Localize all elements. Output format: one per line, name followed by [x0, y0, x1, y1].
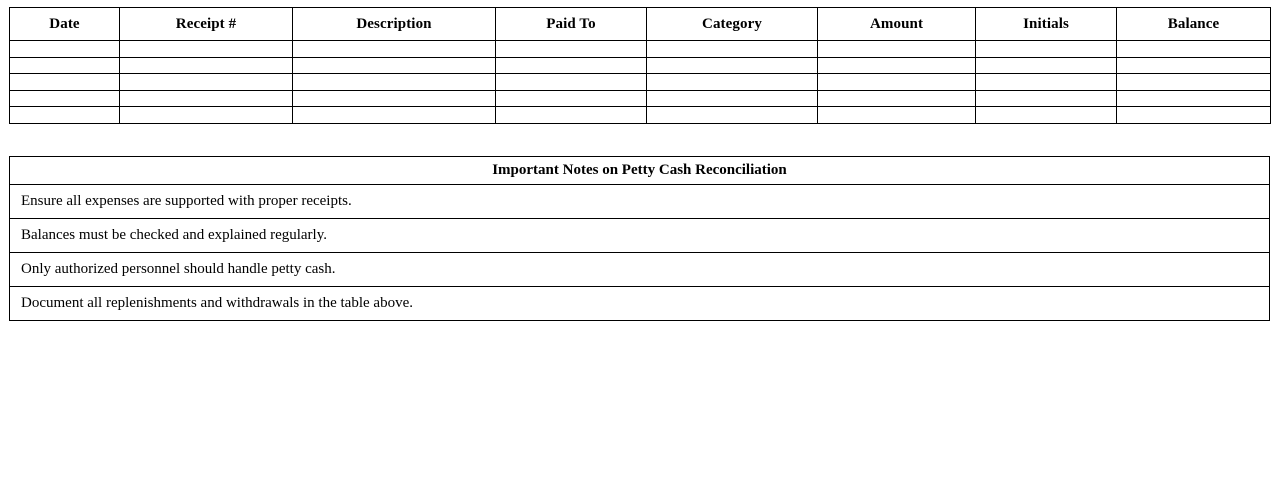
ledger-header-row: Date Receipt # Description Paid To Categ…	[9, 7, 1271, 41]
ledger-cell-description[interactable]	[292, 73, 496, 91]
ledger-cell-initials[interactable]	[975, 40, 1117, 58]
ledger-cell-description[interactable]	[292, 106, 496, 124]
ledger-cell-description[interactable]	[292, 89, 496, 107]
petty-cash-notes-table: Important Notes on Petty Cash Reconcilia…	[9, 156, 1270, 321]
notes-title-row: Important Notes on Petty Cash Reconcilia…	[9, 156, 1270, 185]
ledger-cell-category[interactable]	[646, 89, 818, 107]
ledger-cell-paid-to[interactable]	[495, 40, 647, 58]
ledger-cell-category[interactable]	[646, 73, 818, 91]
ledger-cell-initials[interactable]	[975, 89, 1117, 107]
notes-title: Important Notes on Petty Cash Reconcilia…	[9, 156, 1270, 185]
column-header-date: Date	[9, 7, 120, 41]
ledger-cell-description[interactable]	[292, 40, 496, 58]
ledger-cell-paid-to[interactable]	[495, 73, 647, 91]
ledger-cell-category[interactable]	[646, 40, 818, 58]
ledger-cell-receipt-number[interactable]	[119, 89, 293, 107]
ledger-cell-amount[interactable]	[817, 56, 976, 74]
ledger-cell-paid-to[interactable]	[495, 56, 647, 74]
petty-cash-notes-container: Important Notes on Petty Cash Reconcilia…	[9, 156, 1270, 321]
column-header-description: Description	[292, 7, 496, 41]
note-item-2: Balances must be checked and explained r…	[9, 218, 1270, 253]
column-header-balance: Balance	[1116, 7, 1271, 41]
note-item-1: Ensure all expenses are supported with p…	[9, 184, 1270, 219]
column-header-amount: Amount	[817, 7, 976, 41]
ledger-cell-date[interactable]	[9, 106, 120, 124]
column-header-receipt-number: Receipt #	[119, 7, 293, 41]
ledger-cell-receipt-number[interactable]	[119, 56, 293, 74]
ledger-cell-balance[interactable]	[1116, 40, 1271, 58]
ledger-cell-description[interactable]	[292, 56, 496, 74]
list-item: Balances must be checked and explained r…	[9, 218, 1270, 253]
ledger-cell-date[interactable]	[9, 40, 120, 58]
ledger-cell-paid-to[interactable]	[495, 89, 647, 107]
ledger-cell-receipt-number[interactable]	[119, 106, 293, 124]
petty-cash-ledger-table: Date Receipt # Description Paid To Categ…	[9, 7, 1271, 124]
ledger-cell-paid-to[interactable]	[495, 106, 647, 124]
table-row	[9, 89, 1271, 107]
list-item: Ensure all expenses are supported with p…	[9, 184, 1270, 219]
ledger-cell-category[interactable]	[646, 106, 818, 124]
ledger-cell-initials[interactable]	[975, 56, 1117, 74]
ledger-cell-receipt-number[interactable]	[119, 40, 293, 58]
column-header-category: Category	[646, 7, 818, 41]
ledger-cell-date[interactable]	[9, 56, 120, 74]
table-row	[9, 40, 1271, 58]
note-item-3: Only authorized personnel should handle …	[9, 252, 1270, 287]
ledger-cell-balance[interactable]	[1116, 106, 1271, 124]
ledger-cell-balance[interactable]	[1116, 56, 1271, 74]
ledger-cell-category[interactable]	[646, 56, 818, 74]
column-header-initials: Initials	[975, 7, 1117, 41]
note-item-4: Document all replenishments and withdraw…	[9, 286, 1270, 321]
ledger-cell-amount[interactable]	[817, 106, 976, 124]
column-header-paid-to: Paid To	[495, 7, 647, 41]
ledger-cell-amount[interactable]	[817, 73, 976, 91]
table-row	[9, 56, 1271, 74]
ledger-cell-initials[interactable]	[975, 106, 1117, 124]
ledger-cell-initials[interactable]	[975, 73, 1117, 91]
ledger-cell-date[interactable]	[9, 89, 120, 107]
ledger-cell-amount[interactable]	[817, 89, 976, 107]
ledger-cell-balance[interactable]	[1116, 89, 1271, 107]
table-row	[9, 73, 1271, 91]
ledger-cell-date[interactable]	[9, 73, 120, 91]
ledger-cell-receipt-number[interactable]	[119, 73, 293, 91]
ledger-cell-balance[interactable]	[1116, 73, 1271, 91]
table-row	[9, 106, 1271, 124]
ledger-cell-amount[interactable]	[817, 40, 976, 58]
petty-cash-ledger-container: Date Receipt # Description Paid To Categ…	[9, 7, 1271, 124]
list-item: Only authorized personnel should handle …	[9, 252, 1270, 287]
list-item: Document all replenishments and withdraw…	[9, 286, 1270, 321]
